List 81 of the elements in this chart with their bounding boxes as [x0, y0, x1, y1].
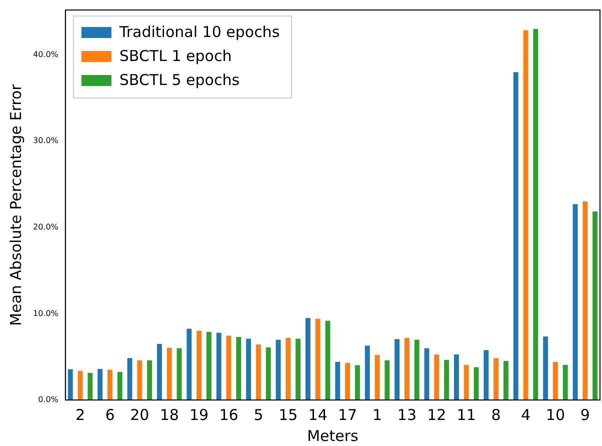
- bar: [206, 332, 212, 400]
- bar: [345, 362, 350, 400]
- bar: [156, 344, 162, 400]
- bar: [296, 338, 301, 400]
- x-tick-label: 19: [190, 406, 209, 424]
- bar: [562, 364, 568, 400]
- bar: [494, 358, 499, 400]
- y-tick-label: 30.0%: [32, 136, 59, 146]
- bar: [354, 365, 360, 400]
- bar: [374, 354, 380, 400]
- bar: [68, 369, 73, 400]
- x-tick-label: 1: [372, 406, 382, 424]
- y-tick-label: 40.0%: [32, 50, 59, 59]
- bar: [127, 358, 132, 400]
- bar: [434, 354, 440, 400]
- bar: [305, 318, 310, 400]
- bar: [552, 362, 558, 400]
- bar: [404, 338, 410, 400]
- bar: [464, 364, 469, 400]
- x-axis-title: Meters: [307, 426, 359, 445]
- x-tick-label: 8: [491, 406, 501, 424]
- x-tick-label: 16: [219, 406, 238, 424]
- x-tick-label: 13: [397, 406, 416, 424]
- bar: [176, 348, 182, 400]
- bar: [484, 350, 489, 400]
- bar: [503, 360, 508, 400]
- bar: [364, 346, 370, 400]
- bar: [98, 368, 103, 400]
- bar: [474, 367, 479, 400]
- bar: [582, 202, 588, 400]
- y-axis-title: Mean Absolute Percentage Error: [6, 83, 25, 326]
- bar: [325, 320, 330, 400]
- bar: [107, 370, 112, 400]
- legend-label: SBCTL 1 epoch: [119, 46, 232, 65]
- bar: [137, 360, 142, 400]
- bar: [236, 337, 242, 400]
- y-tick-label: 10.0%: [32, 308, 59, 318]
- bar: [543, 336, 548, 400]
- y-tick-label: 20.0%: [32, 222, 59, 232]
- x-tick-label: 5: [254, 406, 264, 424]
- bar: [266, 347, 271, 400]
- x-tick-label: 20: [130, 406, 150, 424]
- bar: [226, 336, 232, 400]
- x-tick-label: 14: [308, 406, 328, 424]
- y-tick-label: 0.0%: [38, 395, 59, 404]
- bar: [572, 204, 578, 400]
- bar: [414, 340, 420, 400]
- bar: [186, 328, 192, 400]
- bar: [88, 372, 93, 400]
- bar: [256, 344, 261, 400]
- legend-label: SBCTL 5 epochs: [119, 70, 240, 89]
- bar: [117, 372, 122, 400]
- legend-label: Traditional 10 epochs: [118, 22, 280, 41]
- bar: [523, 30, 528, 400]
- bar: [276, 340, 281, 400]
- bar: [384, 360, 390, 400]
- bar: [533, 28, 538, 400]
- x-tick-label: 10: [546, 406, 565, 424]
- bar: [246, 338, 252, 400]
- x-tick-label: 6: [105, 406, 115, 424]
- bar: [216, 332, 222, 400]
- x-tick-label: 17: [338, 406, 358, 424]
- x-tick-label: 11: [456, 406, 476, 424]
- bar: [444, 360, 450, 400]
- bar: [394, 339, 400, 400]
- bar: [513, 72, 518, 400]
- bar: [424, 348, 430, 400]
- x-tick-label: 18: [160, 406, 179, 424]
- bar: [166, 348, 172, 400]
- bar: [315, 318, 320, 400]
- bar: [147, 360, 152, 400]
- x-tick-label: 15: [278, 406, 298, 424]
- x-tick-label: 2: [75, 406, 86, 424]
- bar: [454, 354, 459, 400]
- x-tick-label: 12: [427, 406, 446, 424]
- bar: [286, 338, 291, 400]
- bar: [592, 211, 598, 400]
- bar: [196, 330, 202, 400]
- x-tick-label: 4: [520, 406, 531, 424]
- x-tick-label: 9: [580, 406, 590, 424]
- bar: [335, 362, 340, 400]
